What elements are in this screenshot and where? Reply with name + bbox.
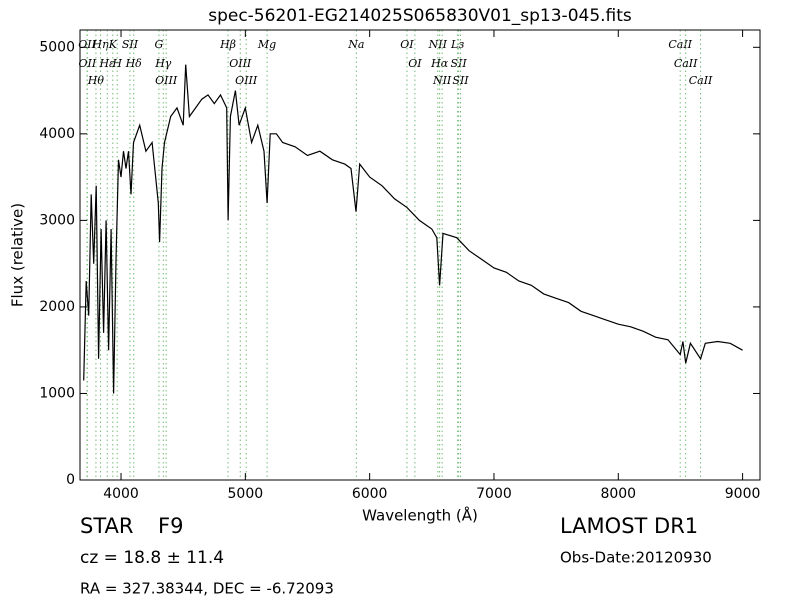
spectral-line-label: OIII [235,74,258,87]
y-tick-label: 5000 [39,39,75,55]
spectral-line-label: CaII [668,38,692,51]
spectral-line-label: Hα [430,57,449,70]
spectral-line-label: Lз [450,38,464,51]
spectrum-line [83,64,743,394]
spectral-line-label: Hε [98,57,115,70]
x-tick-label: 6000 [352,486,388,502]
y-tick-label: 3000 [39,212,75,228]
spectral-line-label: Hγ [154,57,172,70]
x-tick-label: 8000 [600,486,636,502]
subclass: F9 [158,514,183,538]
coordinates: RA = 327.38344, DEC = -6.72093 [80,580,334,598]
x-axis-label: Wavelength (Å) [362,506,478,525]
spectral-line-label: OIII [229,57,252,70]
spectral-line-label: NII [432,74,452,87]
x-tick-label: 7000 [476,486,512,502]
spectral-line-label: OI [408,57,422,70]
spectral-line-label: NII [428,38,448,51]
spectral-line-label: Hθ [87,74,105,87]
obs-date: Obs-Date:20120930 [560,549,712,567]
spectral-line-label: Hβ [219,38,236,51]
spectral-line-label: OI [400,38,414,51]
spectral-line-label: Mg [257,38,276,51]
redshift: cz = 18.8 ± 11.4 [80,548,224,568]
x-tick-label: 5000 [228,486,264,502]
spectral-line-label: SII [452,74,469,87]
y-tick-label: 4000 [39,126,75,142]
spectral-line-label: G [155,38,164,51]
plot-frame [79,29,761,481]
spectral-line-label: K [108,38,118,51]
x-tick-label: 4000 [103,486,139,502]
y-tick-label: 0 [66,472,75,488]
spectral-line-label: OIII [155,74,178,87]
spectral-line-label: Na [347,38,364,51]
y-axis-label: Flux (relative) [9,203,27,307]
spectral-line-label: Hδ [125,57,143,70]
survey: LAMOST DR1 [560,514,698,538]
x-tick-label: 9000 [725,486,761,502]
spectral-line-label: SII [122,38,139,51]
chart-title: spec-56201-EG214025S065830V01_sp13-045.f… [208,6,632,26]
spectral-line-label: CaII [674,57,698,70]
spectral-line-label: H [111,57,122,70]
spectral-line-label: OII [78,57,96,70]
y-tick-label: 1000 [39,385,75,401]
y-tick-label: 2000 [39,299,75,315]
spectral-line-label: SII [451,57,468,70]
class: STAR [80,514,133,538]
spectral-line-label: CaII [689,74,713,87]
spectral-line-label: Hη [91,38,109,51]
